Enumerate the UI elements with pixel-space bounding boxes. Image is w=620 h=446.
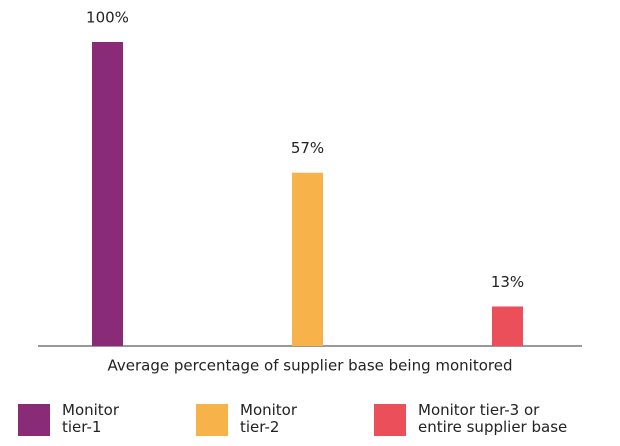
bar	[292, 172, 323, 346]
legend-label: Monitor tier-2	[240, 401, 298, 436]
legend-swatch	[18, 404, 50, 436]
bar	[492, 306, 523, 346]
value-label: 100%	[86, 9, 129, 27]
legend-item: Monitor tier-1	[18, 401, 142, 436]
value-label: 57%	[291, 139, 324, 157]
legend-swatch	[374, 404, 406, 436]
legend-swatch	[196, 404, 228, 436]
x-axis-label: Average percentage of supplier base bein…	[108, 357, 513, 375]
legend-item: Monitor tier-2	[196, 401, 320, 436]
legend-label: Monitor tier-1	[62, 401, 120, 436]
legend-item: Monitor tier-3 or entire supplier base	[374, 401, 583, 436]
bar	[92, 42, 123, 346]
value-label: 13%	[491, 273, 524, 291]
legend-label: Monitor tier-3 or entire supplier base	[418, 401, 568, 436]
